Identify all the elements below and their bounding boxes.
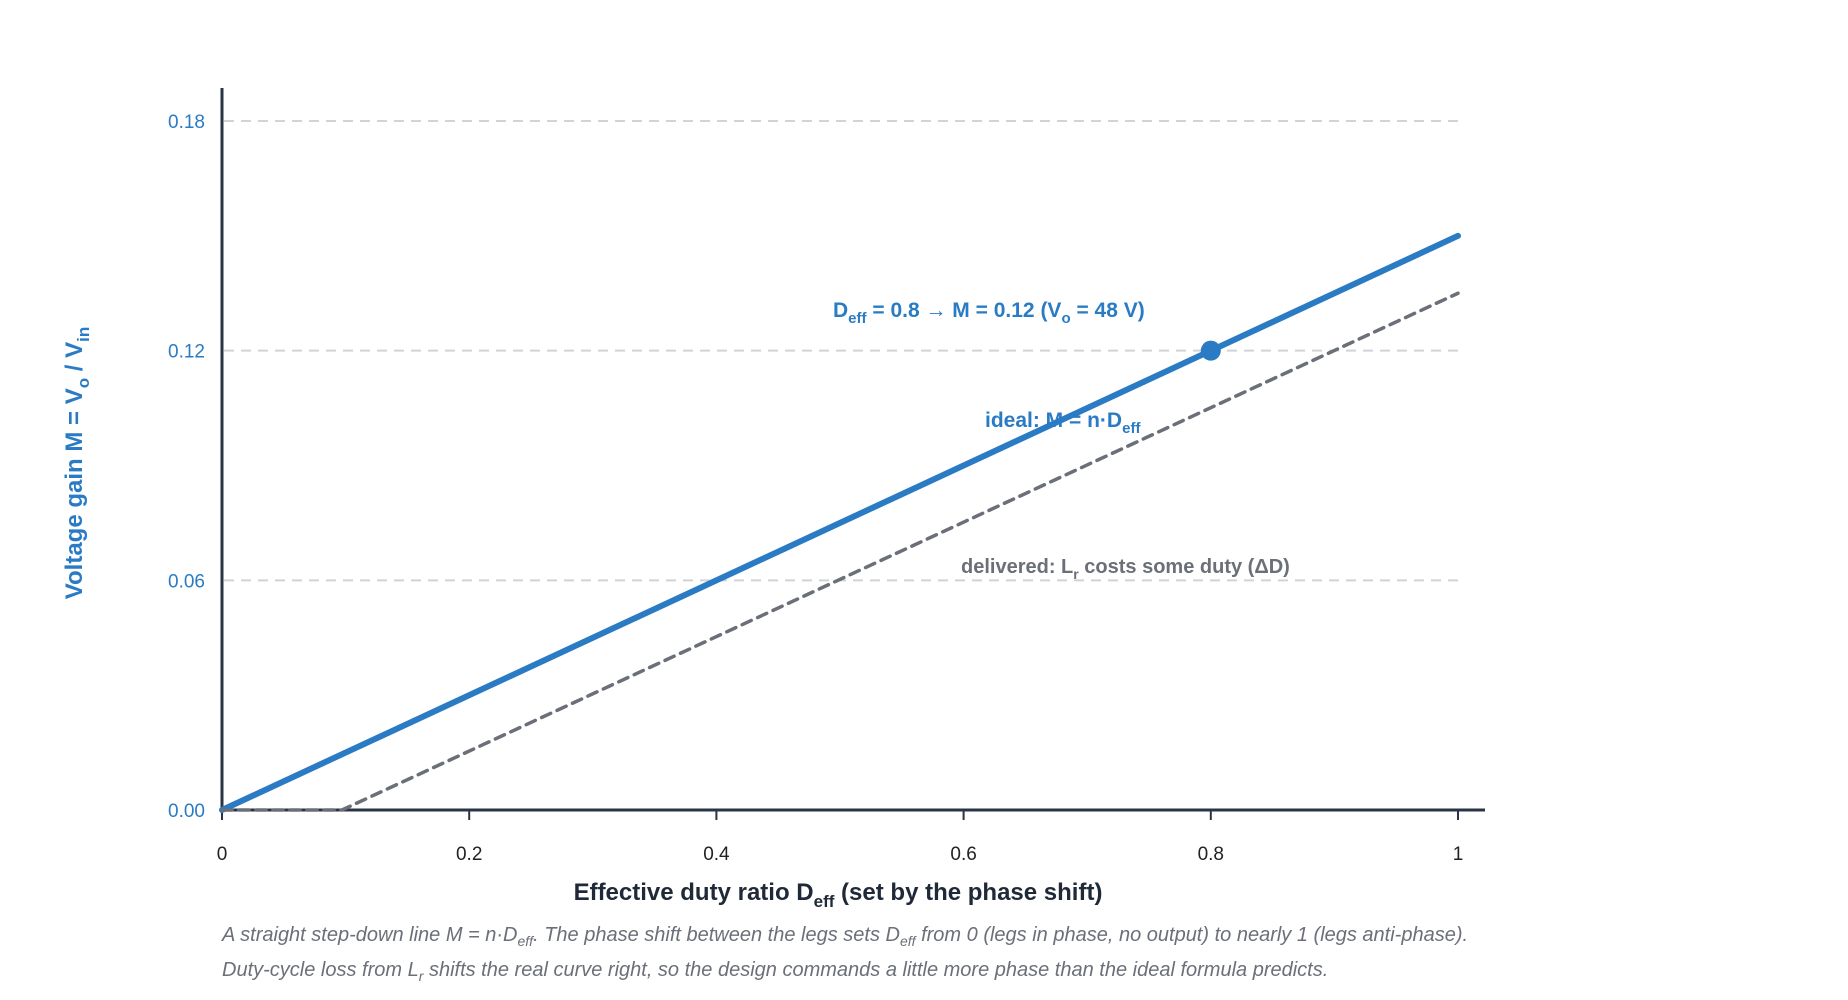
operating-point-marker bbox=[1200, 340, 1221, 361]
y-axis-title: Voltage gain M = Vo / Vin bbox=[61, 327, 93, 599]
x-tick-label: 0.8 bbox=[1198, 844, 1224, 865]
y-ticks: 0.00 0.06 0.12 0.18 bbox=[168, 112, 205, 822]
x-axis-title: Effective duty ratio Deff (set by the ph… bbox=[574, 879, 1103, 911]
x-ticks: 0 0.2 0.4 0.6 0.8 1 bbox=[217, 810, 1464, 865]
series-line-ideal bbox=[219, 232, 1461, 813]
y-tick-label: 0.06 bbox=[168, 571, 205, 592]
series-line-delivered bbox=[220, 291, 1460, 812]
x-tick-label: 0 bbox=[217, 844, 228, 865]
caption-line-1: A straight step-down line M = n·Deff. Th… bbox=[222, 924, 1469, 949]
y-tick-label: 0.00 bbox=[168, 801, 205, 822]
x-tick-label: 0.4 bbox=[703, 844, 730, 865]
axes bbox=[220, 88, 1485, 812]
x-tick-label: 0.6 bbox=[950, 844, 976, 865]
delivered-series-label: delivered: Lr costs some duty (ΔD) bbox=[961, 556, 1290, 582]
operating-point-annotation: Deff = 0.8 → M = 0.12 (Vo = 48 V) bbox=[833, 299, 1145, 327]
ideal-series-label: ideal: M = n·Deff bbox=[985, 409, 1141, 437]
grid-lines bbox=[224, 120, 1458, 582]
y-tick-label: 0.18 bbox=[168, 112, 205, 133]
series-layer bbox=[219, 232, 1461, 813]
y-tick-label: 0.12 bbox=[168, 342, 205, 363]
x-tick-label: 1 bbox=[1453, 844, 1464, 865]
caption-line-2: Duty-cycle loss from Lr shifts the real … bbox=[222, 959, 1329, 984]
x-tick-label: 0.2 bbox=[456, 844, 482, 865]
figure-caption: A straight step-down line M = n·Deff. Th… bbox=[222, 918, 1722, 988]
